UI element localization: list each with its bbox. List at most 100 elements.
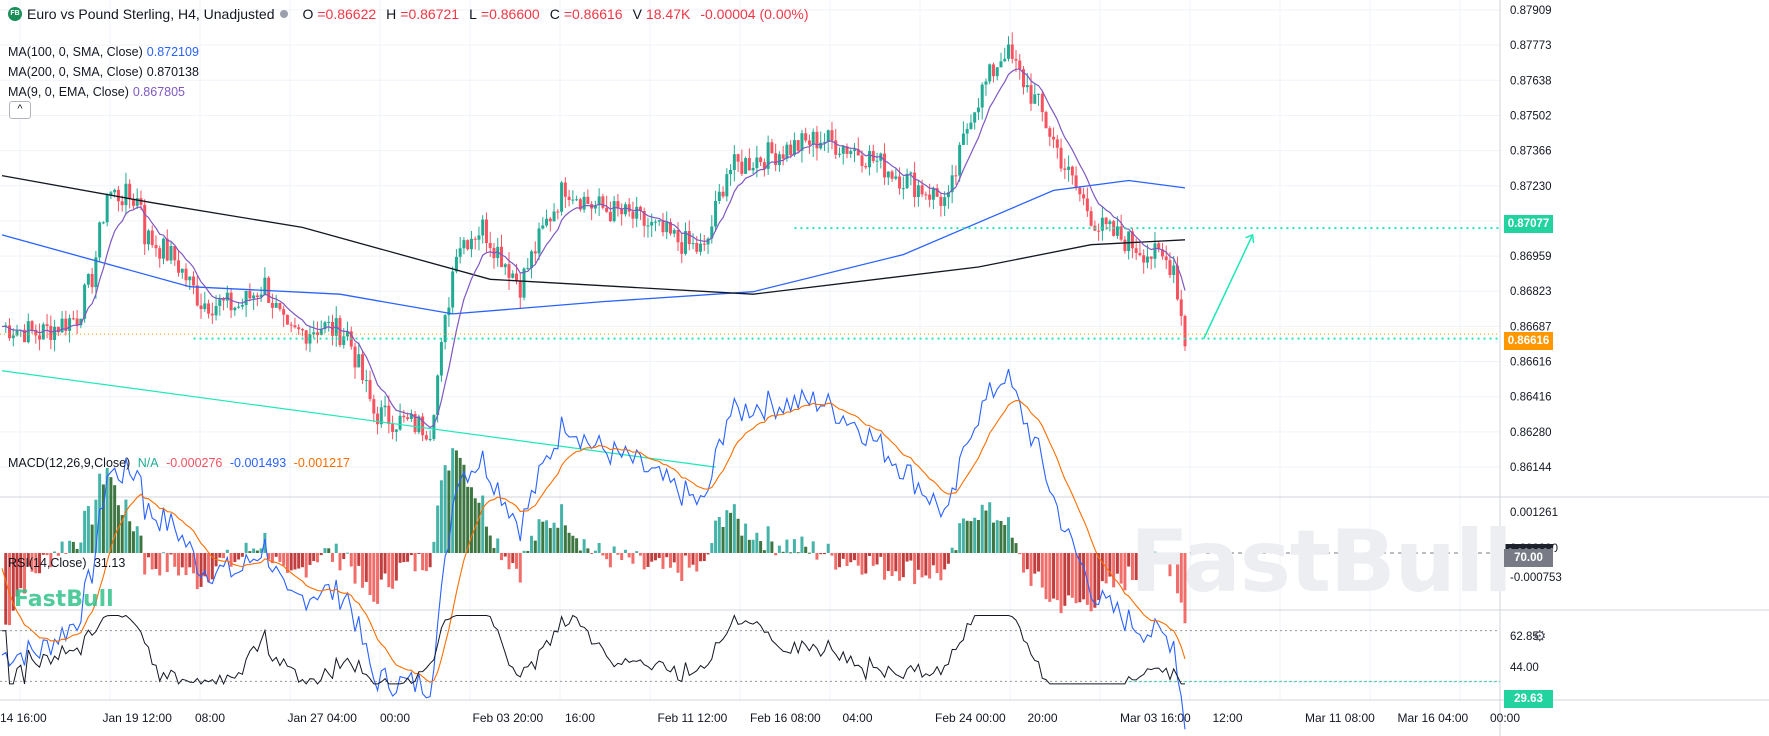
candle-body [49, 325, 53, 341]
candle-body [218, 299, 222, 306]
macd-hist-bar [1168, 553, 1172, 577]
macd-hist-bar [807, 552, 811, 554]
macd-hist-bar [94, 499, 98, 553]
candle-body [71, 318, 75, 320]
candle-body [676, 230, 680, 243]
macd-hist-bar [759, 541, 763, 553]
level-price-tag: 0.87077 [1504, 215, 1553, 233]
macd-hist-bar [45, 553, 49, 556]
macd-hist-bar [199, 553, 203, 587]
macd-hist-bar [394, 553, 398, 581]
macd-hist-bar [620, 553, 624, 561]
candle-body [379, 407, 383, 425]
macd-hist-bar [642, 553, 646, 570]
macd-hist-bar [289, 553, 293, 571]
candle-body [954, 175, 958, 177]
candle-body [537, 228, 541, 254]
candle-body [680, 242, 684, 254]
candle-body [875, 160, 879, 162]
macd-hist-bar [481, 495, 485, 553]
candle-body [586, 196, 590, 205]
macd-hist-bar [492, 548, 496, 553]
macd-hist-bar [1014, 543, 1018, 553]
macd-hist-bar [169, 553, 173, 555]
candle-body [826, 130, 830, 142]
macd-hist-bar [1063, 553, 1067, 606]
macd-hist-bar [995, 520, 999, 553]
macd-hist-bar [687, 553, 691, 568]
macd-hist-bar [259, 548, 263, 553]
candle-body [436, 375, 440, 416]
macd-hist-bar [312, 553, 316, 562]
macd-hist-bar [409, 553, 413, 556]
candle-body [113, 189, 117, 193]
macd-hist-bar [560, 504, 564, 553]
rsi-legend[interactable]: RSI(14,Close) 31.13 [8, 556, 129, 570]
macd-hist-bar [177, 553, 181, 576]
macd-hist-bar [1033, 553, 1037, 574]
macd-hist-bar [665, 553, 669, 558]
macd-hist-bar [575, 538, 579, 553]
macd-hist-bar [26, 553, 30, 567]
candle-body [958, 144, 962, 176]
trend-line [1, 370, 716, 468]
price-tick-label: 0.87909 [1510, 5, 1552, 17]
macd-hist-bar [225, 549, 229, 553]
macd-hist-bar [447, 470, 451, 553]
candle-body [64, 318, 68, 331]
volume-value: 18.47K [645, 6, 691, 22]
macd-hist-bar [496, 538, 500, 553]
candle-body [1063, 168, 1067, 170]
macd-hist-bar [1179, 553, 1183, 603]
macd-hist-bar [1157, 553, 1161, 558]
macd-hist-bar [71, 541, 75, 553]
projection-arrow [1203, 234, 1254, 339]
macd-hist-bar [361, 553, 365, 588]
candle-body [1164, 256, 1168, 261]
macd-hist-bar [834, 553, 838, 570]
macd-hist-bar [898, 553, 902, 581]
macd-hist-bar [740, 535, 744, 553]
price-tick-label: 0.87638 [1510, 75, 1552, 87]
macd-hist-bar [255, 550, 259, 553]
macd-hist-bar [856, 553, 860, 566]
macd-hist-bar [116, 505, 120, 553]
settings-gear-icon[interactable]: ⚙ [1533, 628, 1547, 645]
candle-body [289, 324, 293, 326]
macd-hist-bar [578, 550, 582, 553]
macd-hist-bar [973, 517, 977, 553]
macd-hist-bar [229, 553, 233, 567]
macd-hist-bar [353, 553, 357, 584]
candle-body [578, 199, 582, 210]
candle-body [1175, 265, 1179, 300]
macd-hist-bar [38, 553, 42, 574]
macd-hist-bar [702, 553, 706, 561]
ema9-legend[interactable]: MA(9, 0, EMA, Close) 0.867805 [8, 85, 189, 99]
macd-hist-bar [1175, 553, 1179, 594]
macd-legend[interactable]: MACD(12,26,9,Close) N/A -0.000276 -0.001… [8, 456, 354, 470]
macd-hist-bar [1142, 553, 1146, 581]
symbol-title[interactable]: Euro vs Pound Sterling, H4, Unadjusted [27, 6, 275, 22]
candle-body [905, 173, 909, 189]
candle-body [916, 185, 920, 198]
candle-body [421, 416, 425, 436]
macd-hist-bar [240, 553, 244, 557]
macd-hist-bar [849, 553, 853, 563]
macd-hist-bar [436, 505, 440, 553]
candle-body [1055, 139, 1059, 148]
macd-hist-bar [841, 553, 845, 559]
candle-body [935, 188, 939, 197]
collapse-legend-button[interactable]: ^ [9, 101, 31, 119]
candle-body [597, 196, 601, 206]
candle-body [774, 153, 778, 166]
candle-body [807, 140, 811, 145]
ma200-legend[interactable]: MA(200, 0, SMA, Close) 0.870138 [8, 65, 203, 79]
ma100-legend[interactable]: MA(100, 0, SMA, Close) 0.872109 [8, 45, 203, 59]
candle-body [898, 176, 902, 189]
candle-body [308, 334, 312, 344]
macd-value-3: -0.001217 [293, 456, 350, 470]
macd-hist-bar [714, 520, 718, 553]
macd-hist-bar [158, 553, 162, 576]
candle-body [1048, 128, 1052, 137]
